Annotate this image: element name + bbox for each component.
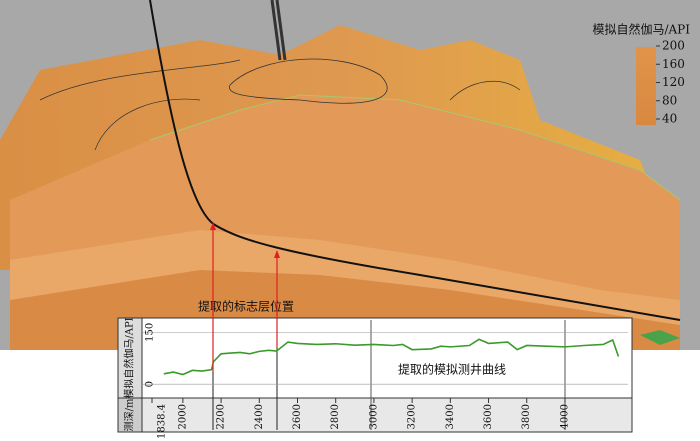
annotation: 提取的标志层位置 [198,299,294,314]
x-tick-label: 2000 [177,404,188,429]
y-tick-label: 150 [145,323,156,342]
log-chart: 模拟自然伽马/API 测深/m 0 150 1838.4 2000 2200 2400 26… [117,317,633,439]
x-tick-label: 2800 [330,404,341,429]
x-tick-label: 2400 [254,404,265,429]
x-tick-label: 3000 [368,404,379,429]
colorbar-tick-label: 160 [662,57,685,71]
x-axis-label: 测深/m [123,398,136,431]
arrows [210,222,280,372]
x-tick-label: 3200 [407,404,418,429]
log-curve [163,338,620,376]
y-axis-label: 模拟自然伽马/API [123,317,136,398]
x-tick-label: 3800 [521,404,532,429]
x-tick-label: 3600 [483,404,494,429]
annotation: 提取的模拟测井曲线 [398,362,506,377]
x-tick-label: 1838.4 [157,404,168,439]
colorbar-tick-label: 200 [662,39,685,53]
x-tick-label: 4000 [559,404,570,429]
colorbar-title: 模拟自然伽马/API [592,22,690,37]
colorbar-tick-label: 40 [662,112,677,126]
x-tick-label: 2600 [292,404,303,429]
colorbar-tick-label: 80 [662,93,677,107]
x-tick-label: 3400 [445,404,456,429]
colorbar-fill [636,47,656,125]
y-tick-label: 0 [145,381,156,387]
colorbar: 模拟自然伽马/API 200 160 120 80 40 [592,22,690,126]
x-tick-label: 2200 [216,404,227,429]
model-3d [0,0,700,350]
colorbar-tick-label: 120 [662,75,685,89]
